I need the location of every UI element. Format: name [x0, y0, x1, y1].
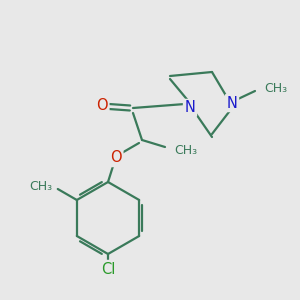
- Text: CH₃: CH₃: [30, 181, 53, 194]
- Text: N: N: [226, 95, 237, 110]
- Text: Cl: Cl: [101, 262, 115, 277]
- Text: CH₃: CH₃: [264, 82, 287, 95]
- Text: N: N: [184, 100, 195, 116]
- Text: O: O: [110, 151, 122, 166]
- Text: CH₃: CH₃: [174, 143, 197, 157]
- Text: O: O: [96, 98, 108, 113]
